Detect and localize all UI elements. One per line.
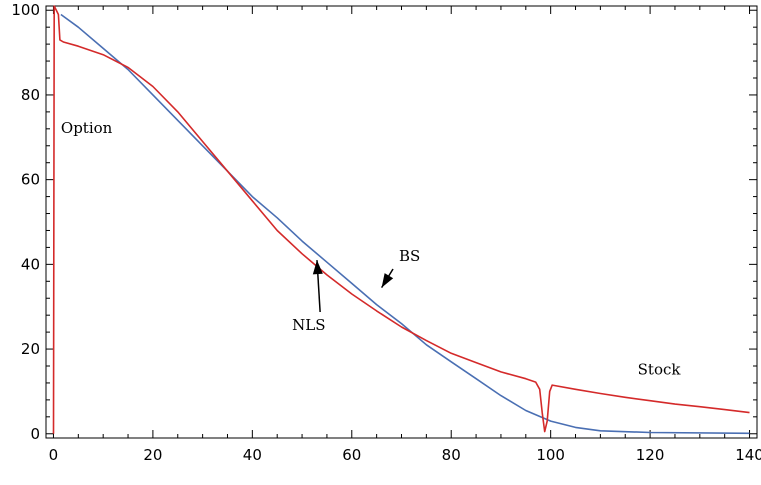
annotation-stock: Stock (638, 360, 682, 378)
x-tick-label: 0 (49, 446, 59, 464)
x-tick-label: 80 (442, 446, 461, 464)
x-tick-label: 120 (636, 446, 665, 464)
annotation-nls: NLS (292, 316, 325, 334)
blue-series-line (60, 13, 750, 435)
annotation-layer: Option NLS BS Stock (61, 119, 681, 378)
x-tick-label: 140 (735, 446, 761, 464)
annotation-arrowhead-bs (381, 273, 394, 288)
y-tick-label: 60 (21, 171, 40, 189)
annotation-bs: BS (399, 247, 420, 265)
y-tick-label: 20 (21, 340, 40, 358)
x-tick-label: 100 (536, 446, 565, 464)
series-layer (52, 5, 750, 435)
y-tick-label: 0 (30, 425, 40, 443)
y-tick-label: 80 (21, 86, 40, 104)
annotation-arrowhead-nls (312, 260, 323, 275)
red-series-line (52, 5, 750, 434)
x-tick-label: 20 (143, 446, 162, 464)
annotation-option: Option (61, 119, 113, 137)
x-tick-label: 40 (243, 446, 262, 464)
y-tick-label: 40 (21, 255, 40, 273)
x-tick-label: 60 (342, 446, 361, 464)
axis-ticks: 0 20 40 60 80 100 120 140 0 20 40 60 80 100 (11, 1, 761, 464)
y-tick-label: 100 (11, 1, 40, 19)
